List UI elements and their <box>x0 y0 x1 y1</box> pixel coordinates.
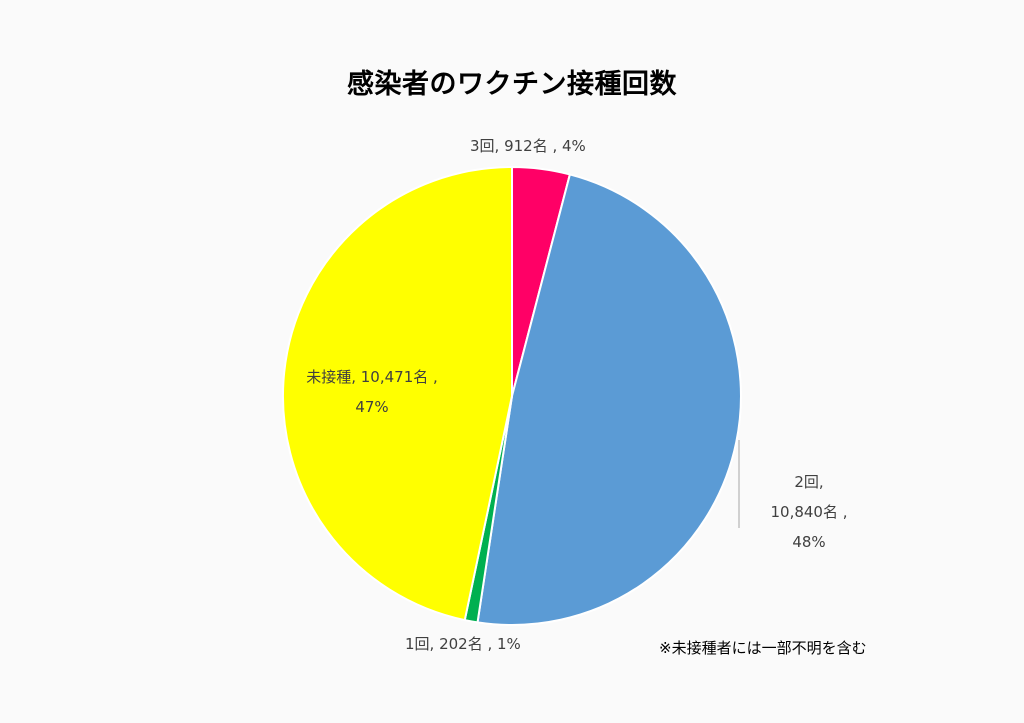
data-label-2-doses: 2回, 10,840名 , 48% <box>770 473 848 551</box>
pie-slice-unvaccinated <box>281 165 513 622</box>
footnote: ※未接種者には一部不明を含む <box>659 639 867 657</box>
data-label-3-doses: 3回, 912名 , 4% <box>470 137 586 155</box>
pie-slice-2-doses <box>476 173 742 626</box>
data-label-1-dose: 1回, 202名 , 1% <box>405 635 521 653</box>
data-label-unvaccinated: 未接種, 10,471名 , 47% <box>306 368 438 416</box>
chart-title: 感染者のワクチン接種回数 <box>347 69 677 100</box>
